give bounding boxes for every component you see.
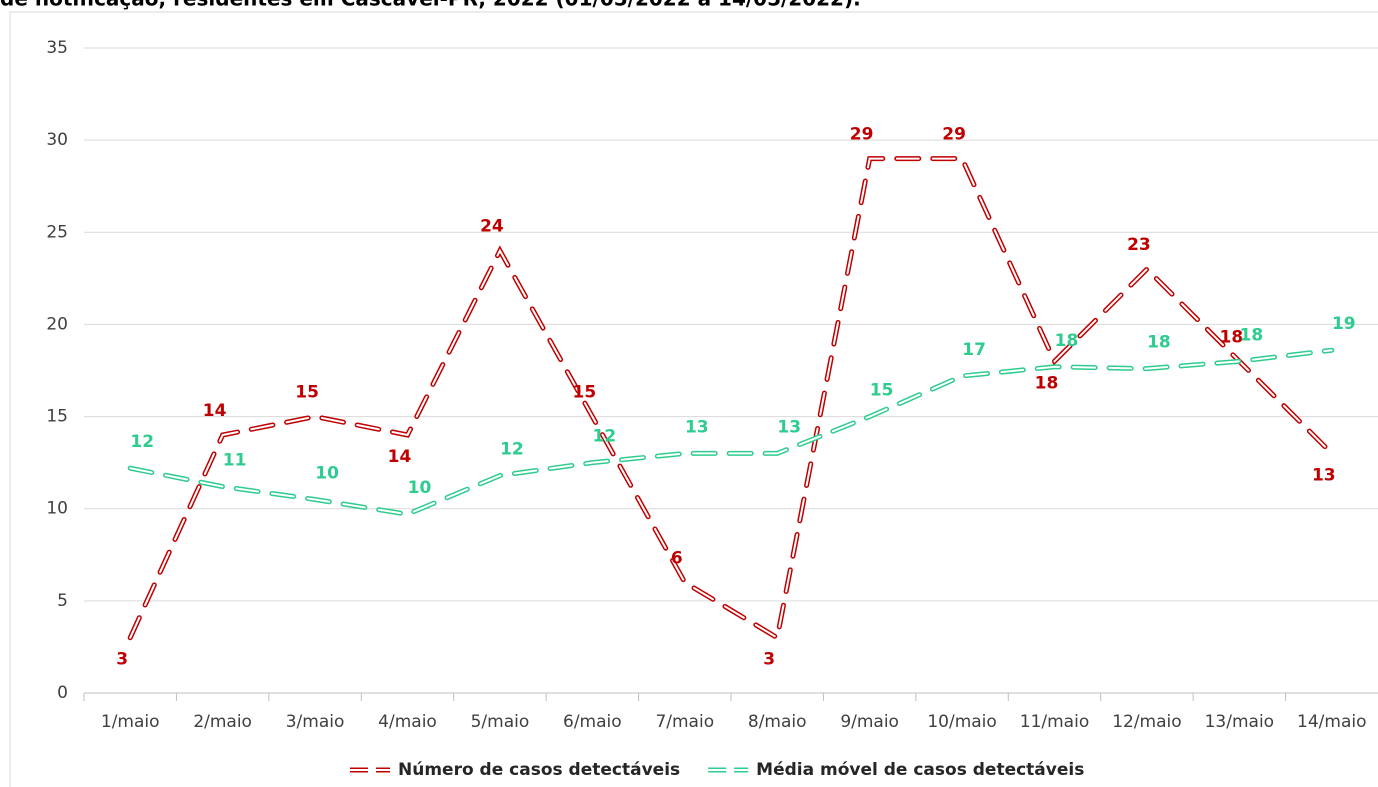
y-tick-label: 35 xyxy=(46,38,68,58)
data-label: 11 xyxy=(223,451,247,471)
data-label: 13 xyxy=(777,417,801,437)
x-tick-label: 1/maio xyxy=(101,712,160,732)
y-tick-label: 15 xyxy=(46,407,68,427)
y-tick-label: 0 xyxy=(57,683,68,703)
data-label: 18 xyxy=(1147,333,1171,353)
data-label: 14 xyxy=(203,401,227,421)
data-label: 13 xyxy=(1312,465,1336,485)
data-label: 18 xyxy=(1220,327,1244,347)
data-label: 23 xyxy=(1127,235,1151,255)
data-label: 15 xyxy=(295,383,319,403)
data-label: 18 xyxy=(1240,325,1264,345)
data-label: 29 xyxy=(850,125,874,145)
y-tick-label: 30 xyxy=(46,130,68,150)
data-label: 15 xyxy=(870,381,894,401)
data-label: 29 xyxy=(942,125,966,145)
x-tick-label: 3/maio xyxy=(286,712,345,732)
data-label: 13 xyxy=(685,417,709,437)
data-label: 6 xyxy=(671,548,683,568)
x-tick-label: 13/maio xyxy=(1205,712,1274,732)
data-label: 15 xyxy=(573,383,597,403)
x-tick-label: 9/maio xyxy=(840,712,899,732)
x-tick-label: 4/maio xyxy=(378,712,437,732)
line xyxy=(127,347,1335,517)
data-label: 3 xyxy=(763,650,775,670)
x-tick-label: 12/maio xyxy=(1112,712,1181,732)
data-label: 19 xyxy=(1332,314,1356,334)
y-tick-label: 10 xyxy=(46,499,68,519)
data-label: 17 xyxy=(962,340,986,360)
x-tick-label: 14/maio xyxy=(1297,712,1366,732)
legend-label: Média móvel de casos detectáveis xyxy=(756,760,1084,780)
data-label: 12 xyxy=(593,427,617,447)
data-label: 14 xyxy=(388,447,412,467)
data-label: 12 xyxy=(500,440,524,460)
chart-title: de notificação, residentes em Cascavel-P… xyxy=(0,0,861,11)
x-tick-label: 10/maio xyxy=(927,712,996,732)
data-label: 18 xyxy=(1035,373,1059,393)
line-inner xyxy=(129,157,1333,640)
data-label: 24 xyxy=(480,217,504,237)
x-tick-label: 11/maio xyxy=(1020,712,1089,732)
chart-frame xyxy=(9,11,1378,787)
x-tick-label: 7/maio xyxy=(655,712,714,732)
data-label: 3 xyxy=(116,650,128,670)
data-label: 10 xyxy=(315,464,339,484)
x-tick-label: 2/maio xyxy=(193,712,252,732)
data-label: 18 xyxy=(1055,331,1079,351)
y-tick-label: 5 xyxy=(57,591,68,611)
x-tick-label: 8/maio xyxy=(748,712,807,732)
data-label: 10 xyxy=(408,478,432,498)
y-tick-label: 20 xyxy=(46,314,68,334)
line-inner xyxy=(129,349,1333,516)
y-tick-label: 25 xyxy=(46,222,68,242)
x-tick-label: 5/maio xyxy=(471,712,530,732)
legend-label: Número de casos detectáveis xyxy=(398,760,680,780)
data-label: 12 xyxy=(130,432,154,452)
x-tick-label: 6/maio xyxy=(563,712,622,732)
